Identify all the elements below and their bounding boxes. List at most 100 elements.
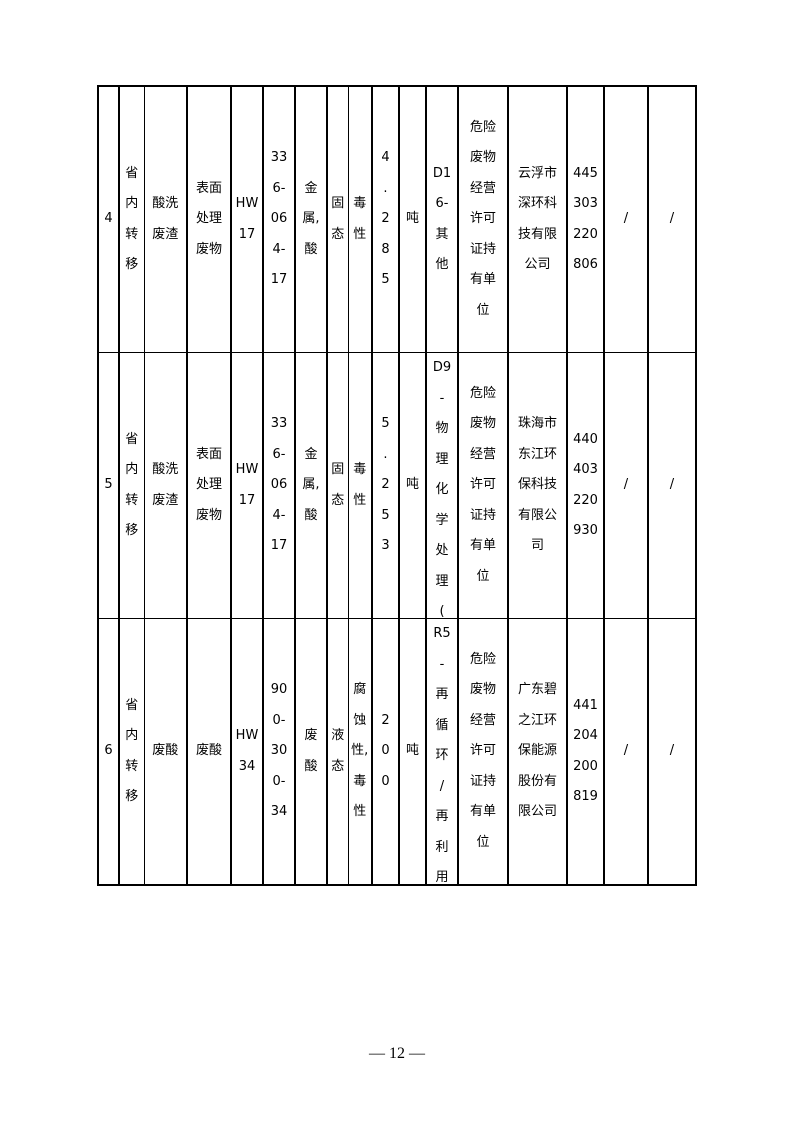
cell-line: 化 <box>435 482 449 497</box>
cell-line: 处理 <box>195 211 222 227</box>
cell-line: 性, <box>351 743 369 759</box>
cell-receiver-company: 珠海市 东江环 保科技 有限公司 <box>507 352 568 619</box>
cell-physical-state: 液态 <box>326 618 349 886</box>
cell-line: 移 <box>125 789 139 804</box>
cell-row-number: 5 <box>97 352 120 619</box>
cell-line: 内 <box>125 462 139 477</box>
cell-line: 物 <box>435 421 449 436</box>
cell-line: 6- <box>272 180 286 196</box>
cell-line: 毒 <box>353 462 367 477</box>
cell-line: 技有限 <box>517 226 557 242</box>
table-row: 6 省内转移废酸 废酸 HW 34 90 0- 30 0- 34 废酸液态腐蚀性, 毒性 2 0 0 吨 R5-… <box>97 618 697 886</box>
cell-line: 属, <box>302 477 320 493</box>
cell-line: 表面 <box>195 446 222 462</box>
cell-line: ( <box>439 604 445 618</box>
cell-line: / <box>623 743 629 759</box>
cell-line: 8 <box>381 241 390 257</box>
cell-line: 4- <box>272 241 286 257</box>
cell-line: 金 <box>304 446 318 462</box>
cell-line: 有限公 <box>517 507 557 523</box>
cell-line: 204 <box>573 728 598 743</box>
cell-line: 利 <box>435 839 449 855</box>
cell-line: 酸 <box>304 507 318 523</box>
cell-unit: 吨 <box>398 85 427 353</box>
cell-line: 17 <box>270 272 288 288</box>
cell-line: 用 <box>435 870 449 884</box>
cell-receiver-qualification: 危险 废物 经营 许可 证持 有单位 <box>457 618 509 886</box>
cell-line: 445 <box>573 165 598 181</box>
cell-line: 17 <box>238 226 256 242</box>
cell-line: / <box>669 477 675 493</box>
cell-remark-a: / <box>603 618 649 886</box>
cell-line: 酸洗 <box>152 196 179 211</box>
cell-line: 220 <box>573 492 598 508</box>
cell-line: - <box>439 390 445 406</box>
cell-waste-code-detail: 33 6- 06 4- 17 <box>262 85 296 353</box>
cell-line: 930 <box>573 523 598 538</box>
cell-row-number: 6 <box>97 618 120 886</box>
cell-line: 转 <box>125 492 139 508</box>
cell-receiver-company: 广东碧 之江环 保能源 股份有 限公司 <box>507 618 568 886</box>
cell-line: 许可 <box>469 211 496 227</box>
cell-remark-b: / <box>647 352 697 619</box>
cell-line: 废物 <box>195 507 222 523</box>
cell-line: 0 <box>381 743 390 759</box>
cell-line: . <box>383 446 388 462</box>
cell-line: / <box>669 743 675 759</box>
cell-line: HW <box>235 196 259 211</box>
cell-line: 6- <box>435 196 449 211</box>
cell-waste-name: 酸洗 废渣 <box>143 352 188 619</box>
cell-line: 废渣 <box>152 226 179 242</box>
waste-transfer-table: 4 省内转移酸洗 废渣 表面 处理 废物 HW 17 33 6- 06 4- 17 金属, 酸固态毒性 4. 2… <box>97 85 697 886</box>
cell-remark-a: / <box>603 352 649 619</box>
cell-receiver-qualification: 危险 废物 经营 许可 证持 有单位 <box>457 85 509 353</box>
cell-line: . <box>383 180 388 196</box>
cell-quantity: 5. 2 5 3 <box>371 352 400 619</box>
cell-line: 0- <box>272 773 286 789</box>
cell-line: 220 <box>573 226 598 242</box>
cell-disposal-method: R5- 再循环 / 再利用 <box>425 618 459 886</box>
cell-line: 固 <box>331 462 345 477</box>
cell-line: 33 <box>270 416 288 432</box>
cell-line: D1 <box>432 165 452 181</box>
page-number: — 12 — <box>369 1045 425 1062</box>
cell-line: 内 <box>125 196 139 211</box>
cell-line: 有单 <box>469 272 496 288</box>
cell-waste-name: 酸洗 废渣 <box>143 85 188 353</box>
cell-line: / <box>623 211 629 227</box>
cell-line: 深环科 <box>517 196 557 211</box>
cell-line: 证持 <box>469 773 496 789</box>
cell-line: 固 <box>331 196 345 211</box>
cell-line: 废物 <box>469 150 496 166</box>
cell-line: 处理 <box>195 477 222 493</box>
cell-line: / <box>669 211 675 227</box>
cell-waste-code: HW 34 <box>230 618 264 886</box>
cell-line: 属, <box>302 211 320 227</box>
cell-line: 440 <box>573 431 598 447</box>
cell-line: 液 <box>331 728 345 743</box>
cell-line: HW <box>235 462 259 477</box>
cell-line: 腐 <box>353 682 367 698</box>
cell-line: 废物 <box>469 682 496 698</box>
cell-line: R5 <box>433 626 451 641</box>
cell-line: 性 <box>353 492 367 508</box>
cell-line: 态 <box>331 492 345 508</box>
cell-line: 内 <box>125 728 139 743</box>
cell-line: 环 <box>435 748 449 763</box>
cell-line: 再 <box>435 687 449 702</box>
cell-line: 4 <box>381 150 390 166</box>
cell-line: 0 <box>381 773 390 789</box>
cell-line: 广东碧 <box>517 682 557 698</box>
cell-line: 0- <box>272 712 286 728</box>
cell-line: 806 <box>573 257 598 272</box>
cell-line: 吨 <box>405 743 419 759</box>
cell-hazardous-component: 废酸 <box>294 618 328 886</box>
cell-line: / <box>439 778 445 794</box>
cell-line: 危险 <box>469 651 496 667</box>
cell-line: 移 <box>125 523 139 538</box>
cell-line: 有单 <box>469 804 496 820</box>
cell-line: 34 <box>238 758 256 774</box>
cell-unit: 吨 <box>398 352 427 619</box>
cell-line: 441 <box>573 697 598 713</box>
cell-physical-state: 固态 <box>326 352 349 619</box>
